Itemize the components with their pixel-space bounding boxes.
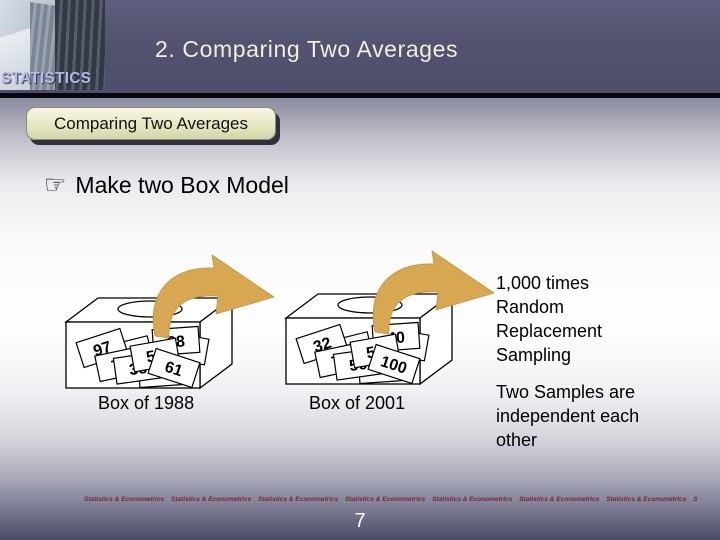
box-2001-label: Box of 2001 — [309, 393, 406, 413]
box-1988-label: Box of 1988 — [98, 393, 195, 413]
ticker-item: Statistics & Econometrics — [606, 496, 687, 503]
buildings-photo: STATISTICS — [0, 0, 105, 90]
sampling-arrow-icon — [152, 254, 275, 339]
ticker-item: Statistics & Econometrics — [84, 496, 165, 503]
ticket: 61 — [147, 347, 201, 389]
box-1988-illustration: 97 88 73 35 50 61 — [64, 254, 275, 390]
bullet-text: Make two Box Model — [75, 172, 289, 198]
header-bar: STATISTICS 2. Comparing Two Averages — [0, 0, 720, 93]
ticker-item: Statistics & Econometrics — [345, 496, 426, 503]
ticker-item: Statistics & Econometrics — [258, 496, 339, 503]
statistics-logo: STATISTICS — [1, 70, 92, 87]
slide-title: 2. Comparing Two Averages — [155, 36, 459, 62]
sampling-arrow-icon — [372, 250, 495, 335]
ticket: 100 — [367, 343, 421, 385]
ticker-item: Statistics & Econometrics — [693, 496, 698, 503]
section-banner-label: Comparing Two Averages — [53, 113, 249, 133]
ticket-number: 61 — [162, 359, 184, 381]
ticker-item: Statistics & Econometrics — [519, 496, 600, 503]
ticker-item: Statistics & Econometrics — [171, 496, 252, 503]
bullet-line: ☞ Make two Box Model — [44, 172, 289, 199]
page-number: 7 — [354, 510, 366, 532]
header-divider-line — [0, 93, 720, 98]
ticker-item: Statistics & Econometrics — [432, 496, 513, 503]
sampling-note: 1,000 times Random Replacement Sampling — [496, 273, 603, 365]
pointing-hand-icon: ☞ — [44, 171, 67, 199]
section-banner: Comparing Two Averages — [26, 107, 276, 140]
independence-note: Two Samples are independent each other — [496, 382, 640, 450]
box-2001-illustration: 32 40 73 56 50 100 — [284, 250, 495, 386]
footer-ticker: Statistics & Econometrics Statistics & E… — [84, 496, 698, 506]
